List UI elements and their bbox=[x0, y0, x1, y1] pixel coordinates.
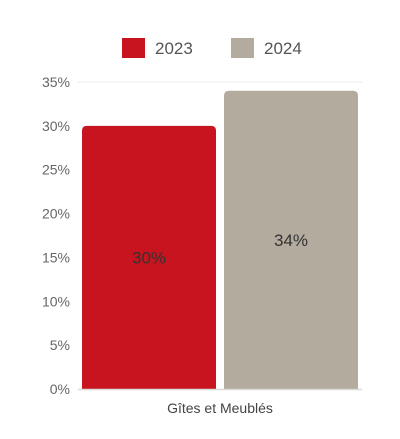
legend-swatch-2023 bbox=[122, 38, 145, 58]
y-tick-label: 35% bbox=[42, 74, 70, 90]
legend-label-2023: 2023 bbox=[155, 39, 193, 58]
y-tick-label: 20% bbox=[42, 206, 70, 222]
y-tick-label: 25% bbox=[42, 162, 70, 178]
y-tick-label: 0% bbox=[50, 381, 70, 397]
y-tick-label: 30% bbox=[42, 118, 70, 134]
bar-2023 bbox=[82, 125, 216, 389]
legend-label-2024: 2024 bbox=[264, 39, 302, 58]
data-label-2023: 30% bbox=[132, 248, 166, 267]
legend-swatch-2024 bbox=[231, 38, 254, 58]
y-tick-label: 15% bbox=[42, 249, 70, 265]
x-category-label: Gîtes et Meublés bbox=[167, 400, 273, 416]
legend: 2023 2024 bbox=[122, 38, 302, 58]
y-tick-label: 5% bbox=[50, 337, 70, 353]
y-axis: 0% 5% 10% 15% 20% 25% 30% 35% bbox=[42, 74, 362, 397]
data-label-2024: 34% bbox=[274, 231, 308, 250]
bars: 30% 34% bbox=[82, 90, 358, 390]
bar-2024 bbox=[224, 90, 358, 390]
x-axis: Gîtes et Meublés bbox=[78, 388, 362, 416]
y-tick-label: 10% bbox=[42, 293, 70, 309]
